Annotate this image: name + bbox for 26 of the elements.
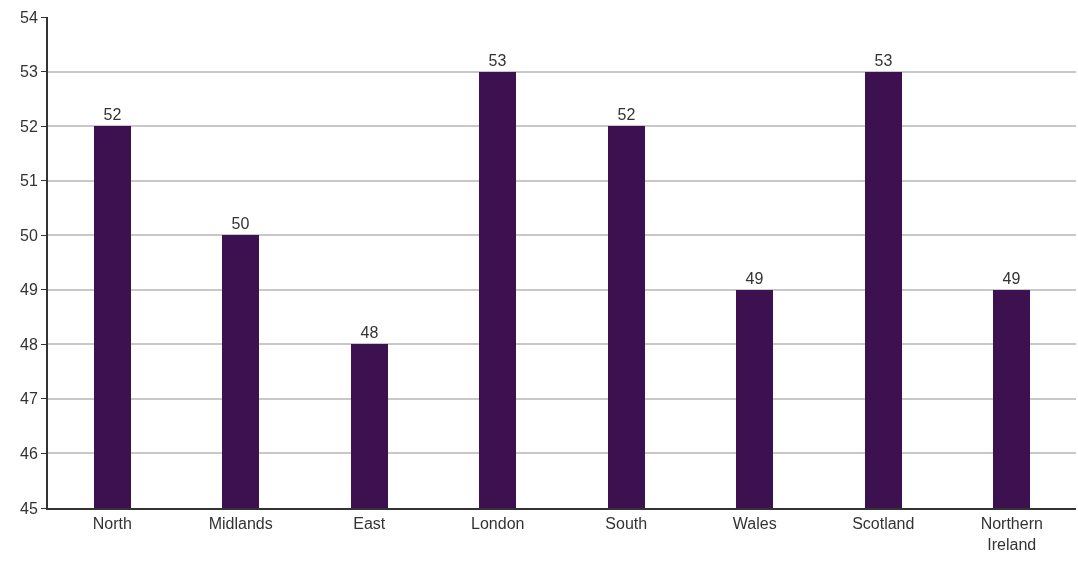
- x-tick-label: South: [605, 515, 648, 533]
- y-tick-label: 52: [20, 117, 38, 135]
- data-label: 52: [617, 106, 636, 123]
- y-tick-label: 54: [20, 8, 38, 26]
- y-tick-label: 53: [20, 63, 38, 81]
- y-tick-label: 45: [20, 499, 38, 517]
- data-label: 50: [231, 215, 250, 232]
- x-tick-label: East: [353, 515, 386, 533]
- y-tick-label: 48: [20, 335, 38, 353]
- x-tick-label: Midlands: [208, 515, 273, 533]
- x-tick-label: Wales: [732, 515, 777, 533]
- x-tick-label: Northern Ireland: [980, 515, 1043, 553]
- x-tick-label: London: [471, 515, 525, 533]
- x-tick-label: Scotland: [852, 515, 915, 533]
- data-label: 52: [103, 106, 122, 123]
- data-label: 53: [488, 52, 507, 69]
- x-tick-label: North: [92, 515, 132, 533]
- y-tick-label: 51: [20, 172, 38, 190]
- data-label: 53: [874, 52, 893, 69]
- y-tick-label: 50: [20, 226, 38, 244]
- data-label: 48: [360, 324, 379, 341]
- y-tick-label: 46: [20, 445, 38, 463]
- y-tick-label: 49: [20, 281, 38, 299]
- data-label: 49: [1002, 270, 1021, 287]
- data-label: 49: [745, 270, 764, 287]
- y-tick-label: 47: [20, 390, 38, 408]
